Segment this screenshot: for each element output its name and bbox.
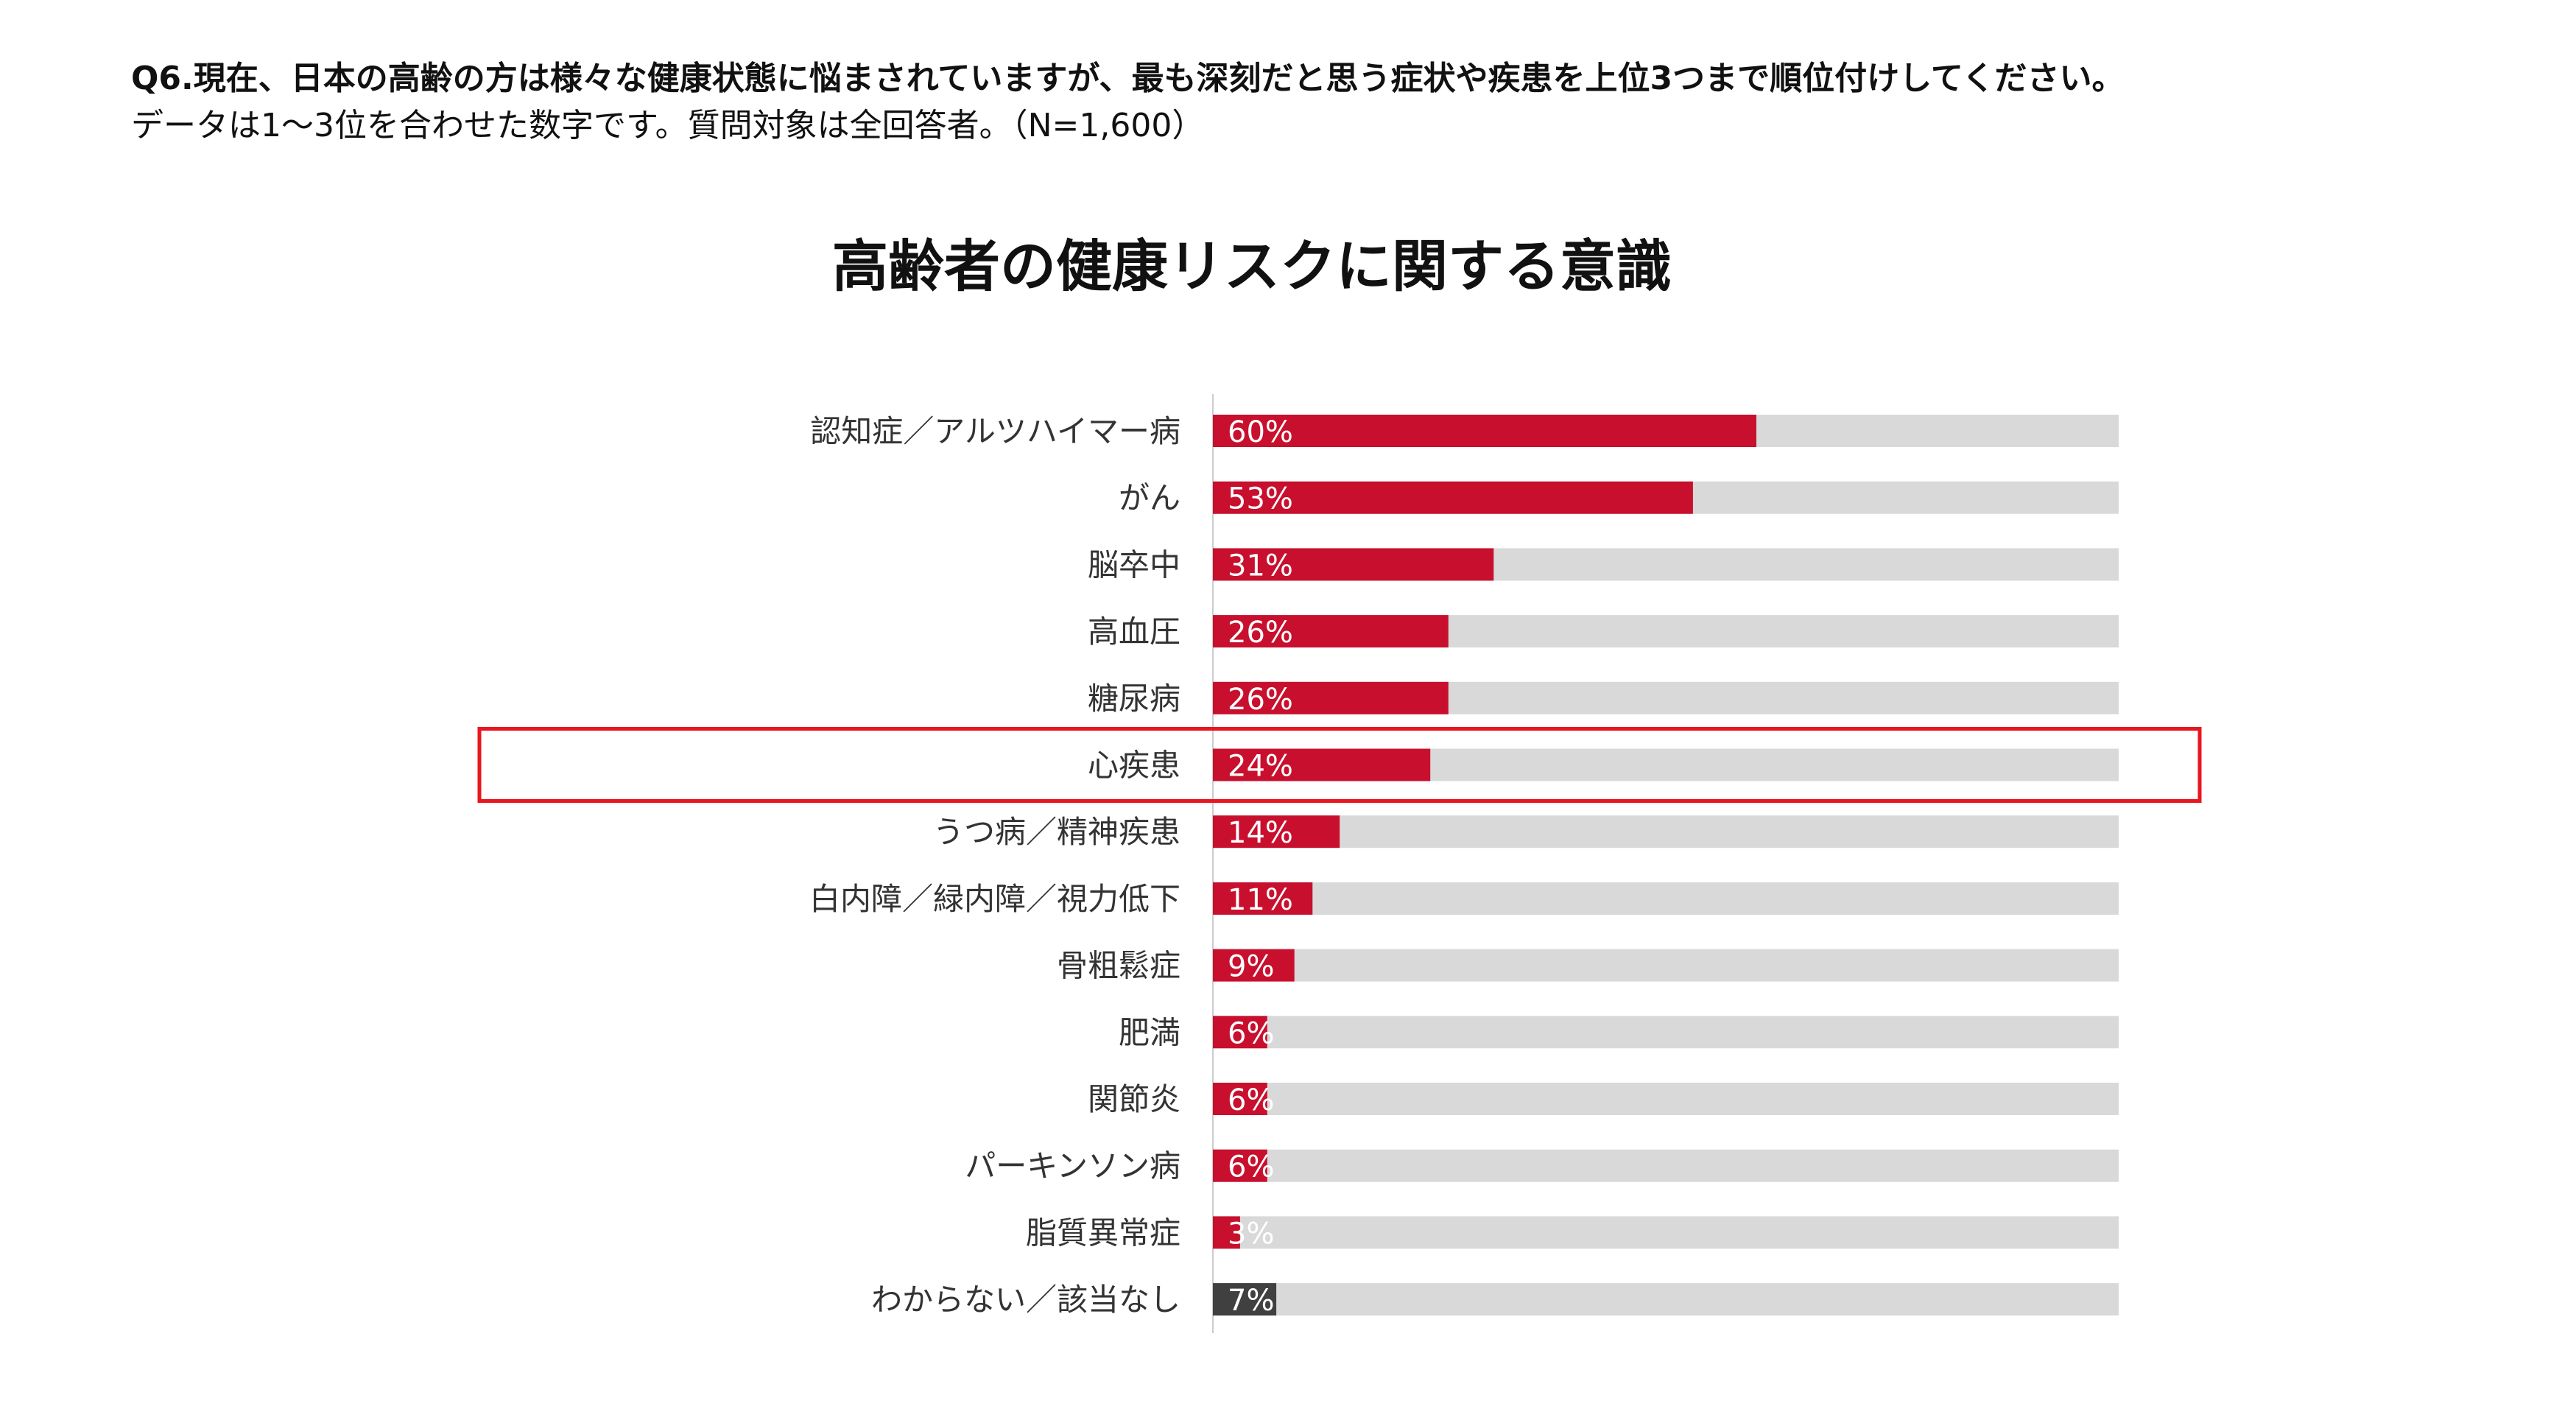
bar xyxy=(1213,1083,1267,1115)
bar-track xyxy=(1213,1016,2119,1049)
bar-value-label: 9% xyxy=(1228,950,1274,984)
bar xyxy=(1213,415,1756,447)
bar-value-label: 26% xyxy=(1228,683,1293,717)
bar xyxy=(1213,1216,1240,1249)
bar xyxy=(1213,548,1494,581)
question-line-2: データは1～3位を合わせた数字です。質問対象は全回答者。（N=1,600） xyxy=(131,107,1205,144)
category-label: 糖尿病 xyxy=(1088,681,1180,717)
bar-value-label: 6% xyxy=(1228,1150,1274,1184)
category-label: がん xyxy=(1119,480,1180,516)
bar-value-label: 7% xyxy=(1228,1284,1274,1318)
bar-track xyxy=(1213,1216,2119,1249)
category-label: 骨粗鬆症 xyxy=(1057,948,1180,984)
bar-track xyxy=(1213,1083,2119,1115)
bar-value-label: 60% xyxy=(1228,415,1293,449)
bar-track xyxy=(1213,1283,2119,1316)
category-label: 心疾患 xyxy=(1088,748,1180,784)
bar-value-label: 6% xyxy=(1228,1083,1274,1117)
question-line-1: Q6.現在、日本の高齢の方は様々な健康状態に悩まされていますが、最も深刻だと思う… xyxy=(131,60,2125,97)
category-label: わからない／該当なし xyxy=(871,1282,1180,1318)
bar-value-label: 26% xyxy=(1228,616,1293,650)
bar xyxy=(1213,1149,1267,1182)
bar xyxy=(1213,882,1313,915)
chart-title: 高齢者の健康リスクに関する意識 xyxy=(832,233,1672,299)
bar xyxy=(1213,481,1693,514)
bar-track xyxy=(1213,815,2119,848)
bar xyxy=(1213,615,1449,648)
bar-track xyxy=(1213,882,2119,915)
category-label: パーキンソン病 xyxy=(965,1148,1180,1184)
bar-value-label: 31% xyxy=(1228,549,1293,583)
category-label: 高血圧 xyxy=(1088,614,1180,650)
bar-value-label: 6% xyxy=(1228,1016,1274,1050)
category-label: 白内障／緑内障／視力低下 xyxy=(809,881,1180,917)
bar xyxy=(1213,949,1295,982)
bar-value-label: 24% xyxy=(1228,750,1293,784)
bar xyxy=(1213,1283,1277,1316)
bar xyxy=(1213,748,1431,781)
bar-value-label: 53% xyxy=(1228,482,1293,516)
bar-track xyxy=(1213,949,2119,982)
category-label: 脂質異常症 xyxy=(1026,1215,1180,1251)
highlight-box xyxy=(477,727,2202,803)
bar xyxy=(1213,1016,1267,1049)
category-label: 脳卒中 xyxy=(1088,547,1180,583)
bar-track xyxy=(1213,1149,2119,1182)
bar xyxy=(1213,815,1340,848)
bar-value-label: 3% xyxy=(1228,1217,1274,1251)
category-label: 関節炎 xyxy=(1088,1081,1180,1117)
category-label: 認知症／アルツハイマー病 xyxy=(810,413,1180,449)
bar-value-label: 11% xyxy=(1228,883,1293,917)
category-label: うつ病／精神疾患 xyxy=(933,814,1180,850)
category-label: 肥満 xyxy=(1119,1014,1180,1050)
bar-value-label: 14% xyxy=(1228,816,1293,850)
bar xyxy=(1213,681,1449,714)
